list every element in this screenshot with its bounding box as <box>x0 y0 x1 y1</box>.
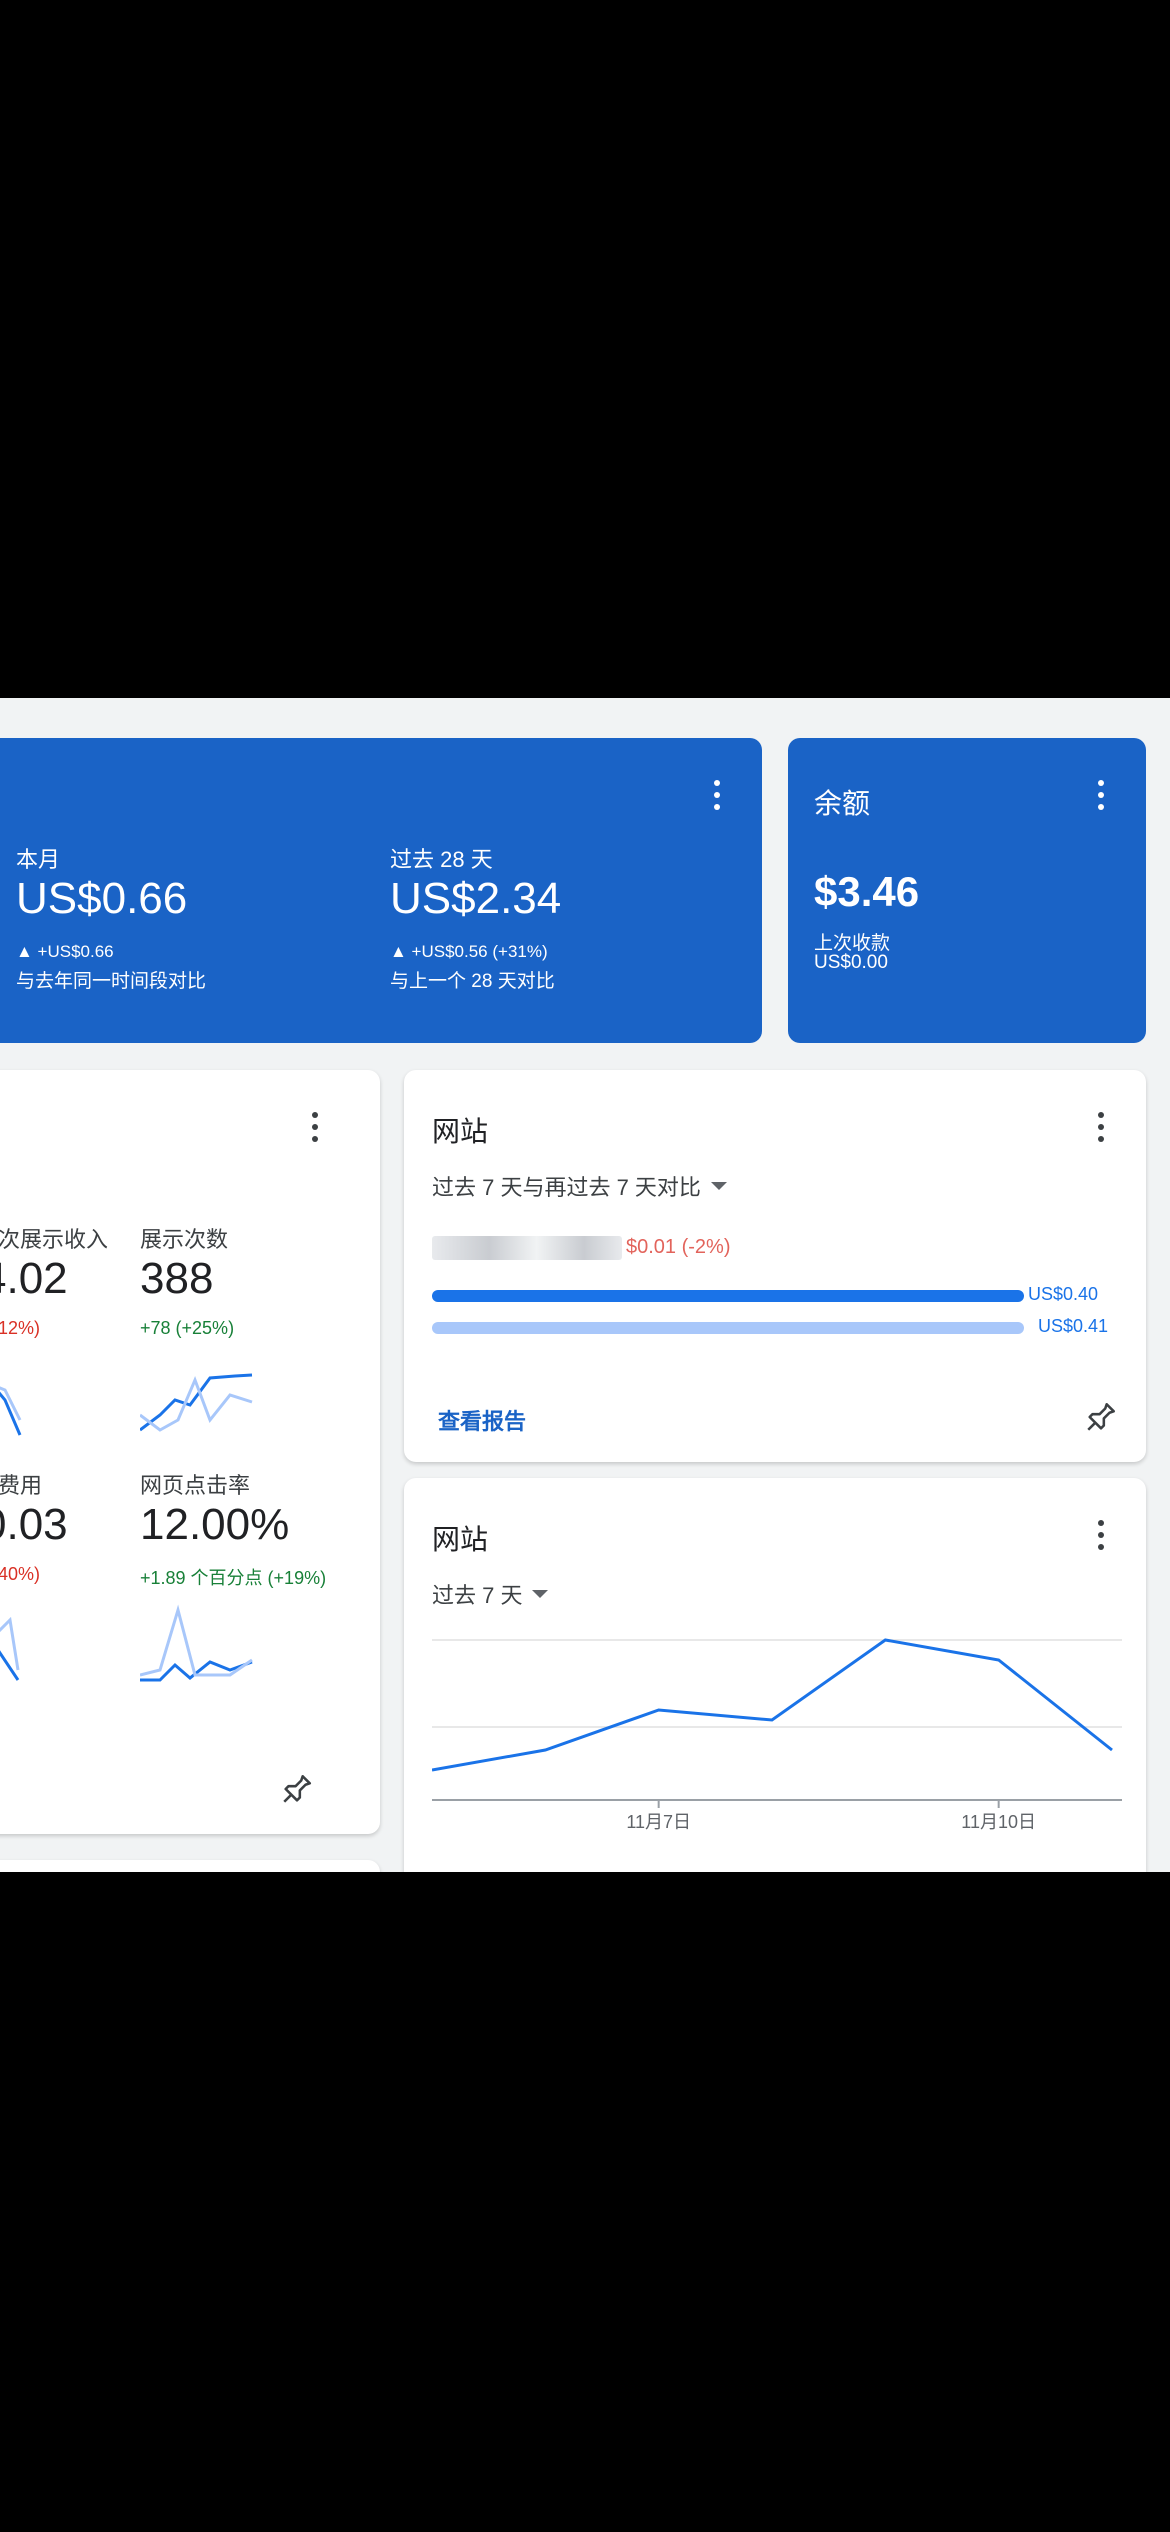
impressions-sparkline <box>140 1373 253 1432</box>
adsense-home: 本月 US$0.66 ▲ +US$0.66 与去年同一时间段对比 过去 28 天… <box>0 698 1170 1872</box>
x-tick-label: 11月10日 <box>961 1812 1036 1832</box>
previous-period-bar <box>432 1322 1024 1334</box>
pin-icon[interactable] <box>280 1772 314 1806</box>
last28-delta: ▲ +US$0.56 (+31%) <box>390 942 548 961</box>
site-delta: $0.01 (-2%) <box>626 1236 731 1258</box>
metrics-more-icon[interactable] <box>310 1112 320 1142</box>
series-line <box>432 1638 1113 1772</box>
site-name-blurred <box>432 1236 622 1260</box>
rpm-sparkline <box>0 1386 22 1436</box>
ctr-value: 12.00% <box>140 1500 290 1549</box>
last28-label: 过去 28 天 <box>390 847 493 872</box>
sites-trend-dropdown-label: 过去 7 天 <box>432 1583 523 1608</box>
earnings-more-icon[interactable] <box>712 780 722 810</box>
balance-title: 余额 <box>814 788 871 819</box>
impressions-label: 展示次数 <box>140 1227 229 1252</box>
lower-card-partial <box>0 1860 380 1872</box>
sites-trend-card[interactable]: 网站 过去 7 天 11月7日 11月10日 <box>404 1478 1146 1872</box>
sites-trend-chart: 11月7日 11月10日 <box>432 1638 1122 1832</box>
last-payment-value: US$0.00 <box>814 952 888 973</box>
x-tick-label: 11月7日 <box>626 1812 691 1832</box>
cpc-value: 0.03 <box>0 1500 68 1549</box>
metrics-card[interactable]: 次展示收入 4.02 12%) 展示次数 388 +78 (+25%) 费用 0… <box>0 1070 380 1834</box>
cpc-sparkline <box>0 1616 20 1681</box>
last28-value: US$2.34 <box>390 874 562 923</box>
dropdown-arrow-icon <box>532 1590 549 1598</box>
pin-icon[interactable] <box>1084 1400 1118 1434</box>
sites-trend-dropdown[interactable]: 过去 7 天 <box>432 1578 549 1610</box>
cpc-change: 40%) <box>0 1564 41 1584</box>
last28-compare: 与上一个 28 天对比 <box>390 971 555 992</box>
rpm-value: 4.02 <box>0 1254 68 1303</box>
sites-compare-title: 网站 <box>432 1116 489 1147</box>
this-month-value: US$0.66 <box>16 874 188 923</box>
ctr-sparkline <box>140 1604 253 1682</box>
impressions-value: 388 <box>140 1254 214 1303</box>
sites-trend-more-icon[interactable] <box>1096 1520 1106 1550</box>
sites-compare-dropdown-label: 过去 7 天与再过去 7 天对比 <box>432 1175 701 1200</box>
ctr-label: 网页点击率 <box>140 1473 251 1498</box>
previous-period-value: US$0.41 <box>1038 1316 1109 1336</box>
impressions-change: +78 (+25%) <box>140 1318 235 1338</box>
this-month-delta: ▲ +US$0.66 <box>16 942 114 961</box>
rpm-change: 12%) <box>0 1318 41 1338</box>
sites-trend-title: 网站 <box>432 1524 489 1555</box>
dropdown-arrow-icon <box>710 1182 727 1190</box>
ctr-change: +1.89 个百分点 (+19%) <box>140 1568 327 1588</box>
sites-compare-more-icon[interactable] <box>1096 1112 1106 1142</box>
this-month-label: 本月 <box>16 847 61 872</box>
current-period-value: US$0.40 <box>1028 1284 1099 1304</box>
rpm-label: 次展示收入 <box>0 1227 109 1252</box>
sites-compare-dropdown[interactable]: 过去 7 天与再过去 7 天对比 <box>432 1170 727 1202</box>
current-period-bar <box>432 1290 1024 1302</box>
balance-value: $3.46 <box>814 868 920 915</box>
view-report-link[interactable]: 查看报告 <box>438 1409 527 1434</box>
cpc-label: 费用 <box>0 1473 43 1498</box>
sites-compare-card[interactable]: 网站 过去 7 天与再过去 7 天对比 $0.01 (-2%) US$0.40 … <box>404 1070 1146 1462</box>
balance-card[interactable]: 余额 $3.46 上次收款 US$0.00 <box>788 738 1146 1043</box>
earnings-card[interactable]: 本月 US$0.66 ▲ +US$0.66 与去年同一时间段对比 过去 28 天… <box>0 738 762 1043</box>
this-month-compare: 与去年同一时间段对比 <box>16 971 207 992</box>
last-payment-label: 上次收款 <box>814 933 891 954</box>
balance-more-icon[interactable] <box>1096 780 1106 810</box>
